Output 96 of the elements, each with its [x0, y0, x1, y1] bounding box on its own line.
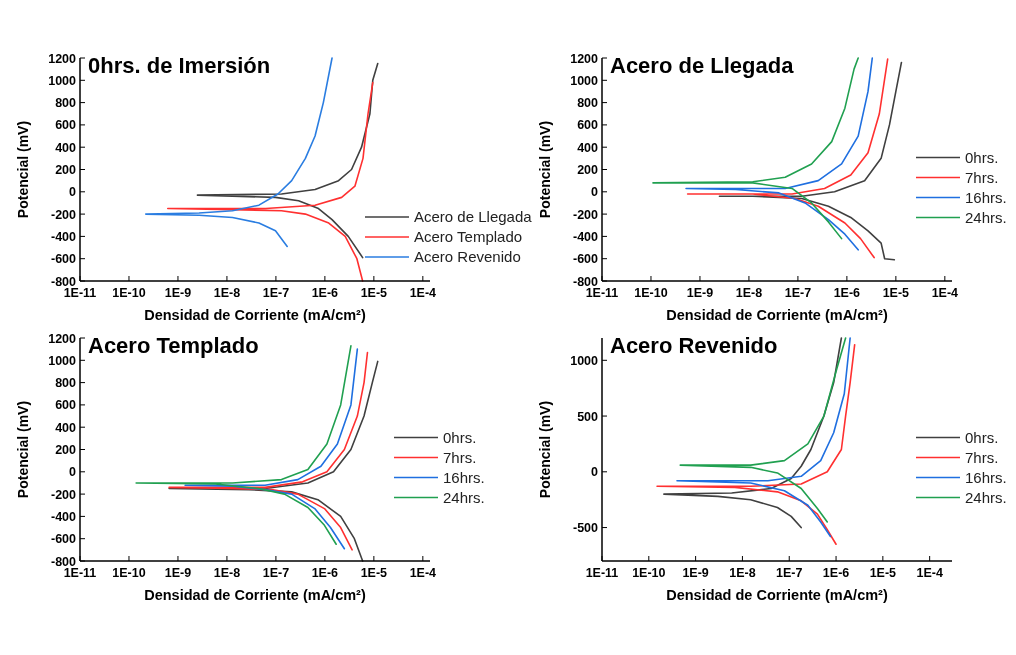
legend-label: 16hrs.: [443, 468, 485, 486]
x-tick-label: 1E-10: [634, 286, 668, 300]
x-tick-label: 1E-6: [311, 286, 339, 300]
y-tick-label: -200: [572, 207, 599, 222]
y-tick-label: 1200: [570, 51, 599, 66]
y-tick-label: -400: [572, 229, 599, 244]
legend-label: 24hrs.: [965, 488, 1007, 506]
y-axis-title: Potencial (mV): [537, 400, 553, 499]
x-tick-label: 1E-7: [262, 286, 290, 300]
x-tick-label: 1E-9: [682, 566, 709, 580]
x-tick-label: 1E-4: [916, 566, 943, 580]
y-tick-label: -500: [572, 521, 599, 536]
x-tick-label: 1E-11: [585, 566, 619, 580]
legend-label: 24hrs.: [443, 488, 485, 506]
legend-label: 7hrs.: [965, 168, 999, 186]
chart-title: 0hrs. de Imersión: [88, 53, 271, 78]
chart-title: Acero Revenido: [610, 333, 778, 358]
x-tick-label: 1E-4: [409, 286, 437, 300]
x-tick-label: 1E-4: [409, 566, 437, 580]
x-tick-label: 1E-9: [164, 286, 192, 300]
y-tick-label: 1000: [48, 353, 77, 368]
y-tick-label: 1000: [570, 353, 599, 368]
y-tick-label: 600: [577, 118, 599, 133]
y-tick-label: 0: [69, 465, 77, 480]
legend-label: Acero Revenido: [414, 248, 521, 265]
chart-title: Acero Templado: [88, 333, 259, 358]
y-tick-label: 400: [55, 140, 77, 155]
y-tick-label: 500: [577, 409, 599, 424]
x-tick-label: 1E-9: [686, 286, 714, 300]
y-tick-label: -400: [50, 229, 77, 244]
y-axis-title: Potencial (mV): [15, 120, 31, 219]
y-tick-label: -800: [572, 274, 599, 289]
x-tick-label: 1E-8: [213, 566, 241, 580]
y-tick-label: 200: [55, 163, 77, 177]
y-tick-label: -600: [50, 252, 77, 267]
y-tick-label: -800: [50, 554, 77, 569]
y-tick-label: 1000: [48, 73, 77, 88]
x-tick-label: 1E-11: [585, 286, 619, 300]
x-tick-label: 1E-11: [63, 286, 97, 300]
x-tick-label: 1E-6: [833, 286, 861, 300]
chart-title: Acero de Llegada: [610, 53, 795, 78]
x-tick-label: 1E-4: [931, 286, 959, 300]
x-tick-label: 1E-11: [63, 566, 97, 580]
y-tick-label: -600: [50, 532, 77, 547]
y-tick-label: 200: [55, 443, 77, 457]
x-tick-label: 1E-7: [262, 566, 290, 580]
x-tick-label: 1E-8: [735, 286, 763, 300]
y-tick-label: 800: [55, 376, 77, 391]
x-axis-title: Densidad de Corriente (mA/cm²): [144, 587, 366, 603]
y-tick-label: 200: [577, 163, 599, 177]
x-axis-title: Densidad de Corriente (mA/cm²): [666, 307, 888, 323]
x-tick-label: 1E-10: [632, 566, 666, 580]
x-tick-label: 1E-10: [112, 286, 146, 300]
y-tick-label: -600: [572, 252, 599, 267]
y-tick-label: -200: [50, 207, 77, 222]
legend-label: 24hrs.: [965, 208, 1007, 226]
y-tick-label: 1000: [570, 73, 599, 88]
x-tick-label: 1E-6: [822, 566, 850, 580]
y-tick-label: 0: [591, 465, 599, 480]
legend-label: 7hrs.: [443, 448, 477, 466]
legend-label: 16hrs.: [965, 188, 1007, 206]
x-tick-label: 1E-6: [311, 566, 339, 580]
x-tick-label: 1E-9: [164, 566, 192, 580]
x-tick-label: 1E-7: [776, 566, 803, 580]
x-tick-label: 1E-8: [729, 566, 756, 580]
legend-label: Acero de Llegada: [414, 208, 533, 225]
y-tick-label: 1200: [48, 331, 77, 346]
y-tick-label: -400: [50, 509, 77, 524]
y-tick-label: 0: [69, 185, 77, 200]
x-tick-label: 1E-5: [360, 286, 388, 300]
y-axis-title: Potencial (mV): [15, 400, 31, 499]
x-tick-label: 1E-7: [784, 286, 812, 300]
x-tick-label: 1E-5: [882, 286, 910, 300]
y-tick-label: 600: [55, 398, 77, 413]
x-axis-title: Densidad de Corriente (mA/cm²): [666, 587, 888, 603]
x-tick-label: 1E-5: [360, 566, 388, 580]
legend-label: 0hrs.: [965, 428, 999, 446]
legend-label: 7hrs.: [965, 448, 999, 466]
y-tick-label: 600: [55, 118, 77, 133]
x-tick-label: 1E-5: [869, 566, 897, 580]
x-tick-label: 1E-8: [213, 286, 241, 300]
y-axis-title: Potencial (mV): [537, 120, 553, 219]
y-tick-label: 400: [577, 140, 599, 155]
legend-label: 0hrs.: [443, 428, 477, 446]
y-tick-label: 800: [55, 96, 77, 111]
legend-label: Acero Templado: [414, 228, 523, 245]
y-tick-label: -800: [50, 274, 77, 289]
legend-label: 16hrs.: [965, 468, 1007, 486]
y-tick-label: 400: [55, 420, 77, 435]
x-axis-title: Densidad de Corriente (mA/cm²): [144, 307, 366, 323]
x-tick-label: 1E-10: [112, 566, 146, 580]
y-tick-label: -200: [50, 487, 77, 502]
y-tick-label: 0: [591, 185, 599, 200]
y-tick-label: 1200: [48, 51, 77, 66]
y-tick-label: 800: [577, 96, 599, 111]
legend-label: 0hrs.: [965, 148, 999, 166]
